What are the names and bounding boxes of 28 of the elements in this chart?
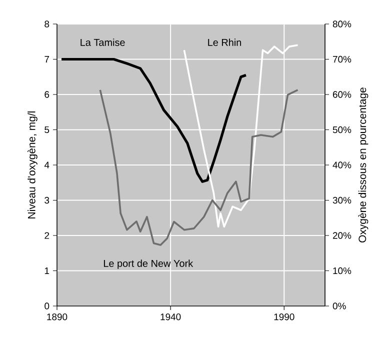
x-tick-label: 1990 <box>274 314 294 320</box>
y-tick-label: 3 <box>44 196 50 204</box>
line-series <box>99 89 299 246</box>
y-tick-label: 4 <box>44 162 50 168</box>
y2-tick-label: 30% <box>332 196 352 204</box>
y-axis-title: Niveau d'oxygène, mg/l <box>28 112 38 218</box>
y-tick-label: 2 <box>44 232 50 239</box>
y-tick-label: 1 <box>44 267 50 274</box>
y2-tick-label: 60% <box>332 91 352 98</box>
y2-axis-title: Oxygène dissous en pourcentage <box>358 88 368 242</box>
y2-tick-label: 20% <box>332 232 352 239</box>
text: Le port de New York <box>104 260 194 269</box>
x-tick-label: 1890 <box>47 314 68 320</box>
y-tick-label: 6 <box>44 91 50 98</box>
y-tick-label: 5 <box>44 126 50 134</box>
x-tick-label: 1940 <box>160 314 181 320</box>
y2-tick-label: 40% <box>332 162 352 168</box>
y2-tick-label: 50% <box>332 126 352 134</box>
y2-tick-label: 70% <box>332 56 352 63</box>
series-label: La Tamise <box>80 38 125 46</box>
y-tick-label: 0 <box>44 302 50 310</box>
line-series <box>60 58 248 183</box>
y2-tick-label: 10% <box>333 267 352 274</box>
y-tick-label: 7 <box>44 56 50 63</box>
y2-tick-label: 80% <box>332 20 352 28</box>
y-tick-label: 8 <box>44 20 50 28</box>
y2-tick-label: 0% <box>332 302 346 310</box>
text: Le Rhin <box>208 38 242 46</box>
